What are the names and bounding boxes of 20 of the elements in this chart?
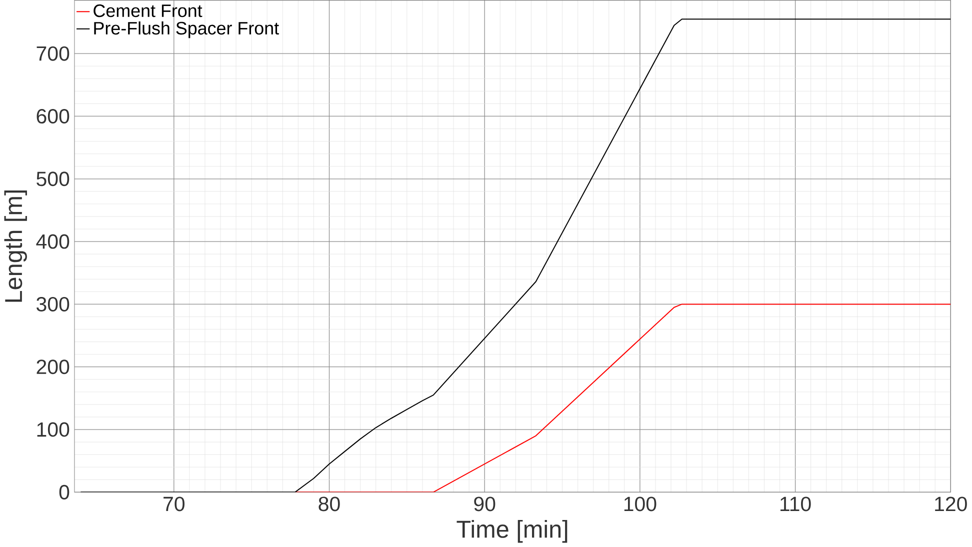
line-series <box>294 304 951 492</box>
x-tick-label: 80 <box>318 496 340 512</box>
x-axis-title: Time [min] <box>456 520 568 543</box>
y-axis-title: Length [m] <box>4 190 27 302</box>
y-tick-label: 600 <box>36 109 70 124</box>
legend-label: Pre-Flush Spacer Front <box>94 21 279 38</box>
x-tick-label: 110 <box>780 496 811 512</box>
line-series <box>80 18 951 492</box>
x-tick-label: 90 <box>474 496 496 512</box>
y-tick-label: 100 <box>37 422 70 437</box>
x-tick-label: 100 <box>624 496 656 512</box>
y-tick-label: 200 <box>36 360 70 374</box>
legend-label: Cement Front <box>94 4 202 18</box>
y-tick-label: 300 <box>36 296 70 312</box>
y-tick-label: 400 <box>36 234 70 249</box>
y-tick-label: 0 <box>59 484 70 500</box>
x-tick-label: 70 <box>164 496 184 512</box>
y-tick-label: 700 <box>36 46 70 61</box>
y-tick-label: 500 <box>36 172 70 186</box>
x-tick-label: 120 <box>935 496 967 512</box>
